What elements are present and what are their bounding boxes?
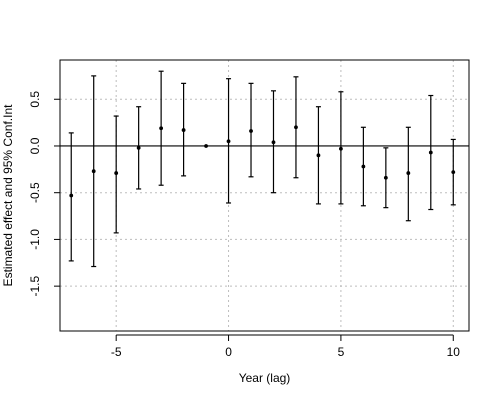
y-tick-label: 0.0 bbox=[28, 137, 42, 154]
point-estimate bbox=[204, 144, 208, 148]
y-axis-title: Estimated effect and 95% Conf.Int bbox=[1, 104, 15, 287]
point-estimate bbox=[181, 128, 186, 132]
y-tick-label: -1.5 bbox=[28, 275, 42, 296]
point-estimate bbox=[249, 129, 253, 133]
y-axis: -1.5 -1.0 -0.5 0.0 0.5 bbox=[28, 91, 61, 296]
point-estimate bbox=[226, 139, 231, 144]
point-estimate bbox=[91, 169, 96, 174]
point-estimate bbox=[271, 140, 276, 145]
x-tick-label: 5 bbox=[338, 345, 345, 359]
point-estimate bbox=[406, 171, 411, 175]
point-estimate bbox=[69, 193, 74, 198]
x-tick-label: 10 bbox=[447, 345, 461, 359]
point-estimate bbox=[383, 175, 388, 180]
point-estimates bbox=[69, 125, 456, 198]
y-tick-label: 0.5 bbox=[28, 91, 42, 108]
point-estimate bbox=[361, 164, 366, 169]
point-estimate bbox=[339, 146, 343, 151]
point-estimate bbox=[294, 125, 298, 130]
x-axis: -5 0 5 10 bbox=[111, 334, 461, 359]
plot-frame bbox=[59, 59, 470, 332]
point-estimate bbox=[451, 170, 456, 175]
confidence-intervals bbox=[68, 70, 456, 268]
grid bbox=[60, 60, 469, 331]
x-axis-title: Year (lag) bbox=[239, 371, 291, 385]
y-tick-label: -0.5 bbox=[28, 182, 42, 203]
x-tick-label: -5 bbox=[111, 345, 122, 359]
point-estimate bbox=[114, 171, 119, 175]
x-tick-label: 0 bbox=[225, 345, 232, 359]
point-estimate bbox=[159, 126, 164, 131]
y-tick-label: -1.0 bbox=[28, 229, 42, 250]
point-estimate bbox=[316, 153, 321, 158]
point-estimate bbox=[136, 145, 141, 150]
point-estimate bbox=[428, 150, 433, 155]
